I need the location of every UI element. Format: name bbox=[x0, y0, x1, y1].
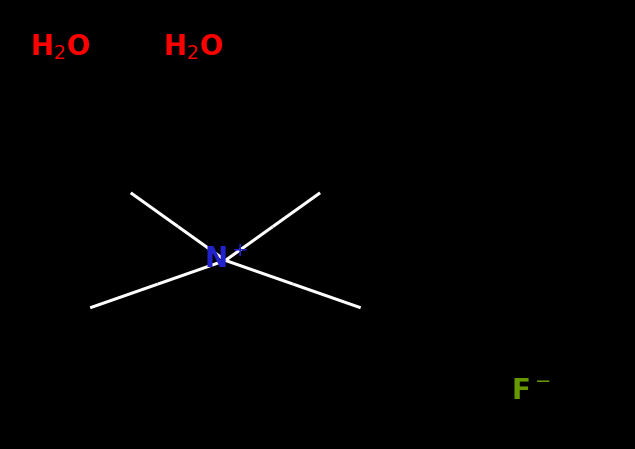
Text: N$^+$: N$^+$ bbox=[204, 247, 247, 274]
Text: H$_2$O: H$_2$O bbox=[163, 32, 224, 62]
Text: H$_2$O: H$_2$O bbox=[30, 32, 91, 62]
Text: F$^-$: F$^-$ bbox=[511, 377, 550, 405]
